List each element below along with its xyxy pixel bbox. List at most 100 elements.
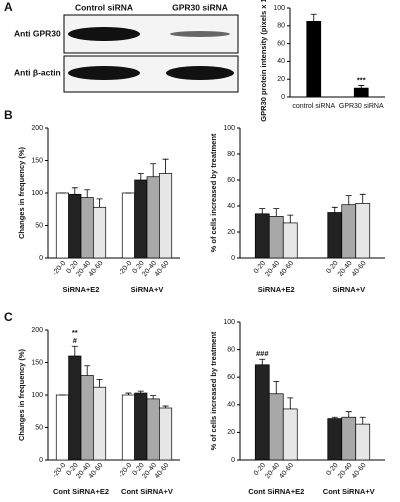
- error-bar: [71, 187, 78, 195]
- blot-band: [68, 66, 140, 80]
- y-tick-label: 20: [277, 76, 285, 83]
- western-blot: Control siRNA GPR30 siRNA Anti GPR30 Ant…: [14, 2, 239, 93]
- y-tick-label: 0: [39, 457, 43, 464]
- error-bar: [287, 214, 294, 223]
- error-bar: [358, 85, 365, 89]
- x-tick-label: 40-60: [351, 260, 368, 278]
- error-bar: [137, 173, 144, 180]
- category-label: GPR30 siRNA: [339, 103, 384, 110]
- error-bar: [150, 395, 157, 399]
- x-tick-label: 20-40: [337, 462, 354, 480]
- y-tick-label: 20: [227, 229, 235, 236]
- bar: [282, 408, 298, 461]
- blot-column-label: GPR30 siRNA: [172, 2, 228, 12]
- y-axis-label: % of cells increased by treatment: [209, 331, 218, 450]
- y-tick-label: 100: [31, 190, 43, 197]
- blot-row-label: Anti β-actin: [14, 67, 61, 77]
- y-tick-label: 200: [31, 125, 43, 132]
- error-bar: [162, 158, 169, 174]
- bar: [68, 193, 82, 259]
- bar: [355, 203, 371, 259]
- bar: [80, 375, 94, 461]
- bar: [121, 394, 135, 461]
- error-bar: [96, 379, 103, 388]
- y-tick-label: 100: [273, 5, 285, 12]
- y-tick-label: 100: [223, 319, 235, 326]
- bar: [93, 206, 107, 259]
- category-label: SiRNA+V: [332, 285, 365, 294]
- blot-row-label: Anti GPR30: [14, 28, 61, 38]
- bar: [55, 192, 69, 259]
- category-label: Cont SiRNA+E2: [248, 487, 304, 496]
- y-tick-label: 0: [231, 255, 235, 262]
- annotation: ***: [357, 75, 366, 84]
- y-tick-label: 0: [39, 255, 43, 262]
- blot-band: [68, 27, 140, 41]
- blot-band: [170, 31, 230, 37]
- error-bar: [359, 416, 366, 425]
- panel-label: C: [4, 310, 13, 324]
- bar: [282, 222, 298, 259]
- y-axis-label: % of cells increased by treatment: [209, 133, 218, 252]
- y-tick-label: 150: [31, 359, 43, 366]
- bar: [134, 392, 148, 461]
- y-tick-label: 200: [31, 327, 43, 334]
- panel-label: A: [4, 0, 13, 14]
- x-tick-label: 40-60: [88, 260, 105, 278]
- y-tick-label: 20: [227, 429, 235, 436]
- y-axis-label: Changes in frequency (%): [17, 348, 26, 441]
- error-bar: [125, 392, 132, 395]
- bar: [341, 416, 357, 461]
- bar: [268, 216, 284, 259]
- y-tick-label: 80: [227, 346, 235, 353]
- y-tick-label: 60: [227, 177, 235, 184]
- y-axis-label: Changes in frequency (%): [17, 146, 26, 239]
- error-bar: [331, 416, 338, 419]
- y-tick-label: 60: [277, 40, 285, 47]
- annotation: #: [73, 336, 78, 345]
- error-bar: [84, 365, 91, 376]
- y-tick-label: 60: [227, 374, 235, 381]
- error-bar: [162, 405, 169, 408]
- y-tick-label: 40: [277, 58, 285, 65]
- y-tick-label: 80: [277, 23, 285, 30]
- error-bar: [359, 193, 366, 204]
- category-label: SiRNA+E2: [258, 285, 295, 294]
- category-label: Cont SiRNA+E2: [53, 487, 109, 496]
- y-tick-label: 40: [227, 203, 235, 210]
- bar: [353, 87, 369, 98]
- x-tick-label: -20-0: [52, 260, 68, 277]
- error-bar: [84, 189, 91, 198]
- x-tick-label: 40-60: [351, 462, 368, 480]
- x-tick-label: 20-40: [264, 260, 281, 278]
- blot-band: [166, 66, 234, 80]
- y-axis-label: GPR30 protein intensity (pixels x 1000): [259, 0, 268, 122]
- annotation: ###: [256, 349, 269, 358]
- bar: [146, 176, 160, 259]
- error-bar: [259, 358, 266, 365]
- error-bar: [137, 390, 144, 394]
- x-tick-label: -20-0: [118, 260, 134, 277]
- error-bar: [345, 411, 352, 418]
- blot-column-label: Control siRNA: [75, 2, 133, 12]
- panel-label: B: [4, 108, 13, 122]
- category-label: Cont SiRNA+V: [323, 487, 375, 496]
- x-tick-label: 20-40: [337, 260, 354, 278]
- bar: [93, 386, 107, 461]
- x-tick-label: 40-60: [278, 260, 295, 278]
- bar: [134, 179, 148, 259]
- x-tick-label: 40-60: [88, 462, 105, 480]
- y-tick-label: 50: [35, 222, 43, 229]
- error-bar: [310, 13, 317, 22]
- bar: [327, 418, 343, 461]
- annotation: **: [72, 328, 78, 337]
- x-tick-label: 40-60: [154, 260, 171, 278]
- bar: [68, 355, 82, 461]
- y-tick-label: 100: [31, 392, 43, 399]
- bar: [254, 364, 270, 461]
- error-bar: [96, 198, 103, 208]
- x-tick-label: -20-0: [118, 462, 134, 479]
- category-label: SiRNA+V: [131, 285, 164, 294]
- error-bar: [150, 163, 157, 177]
